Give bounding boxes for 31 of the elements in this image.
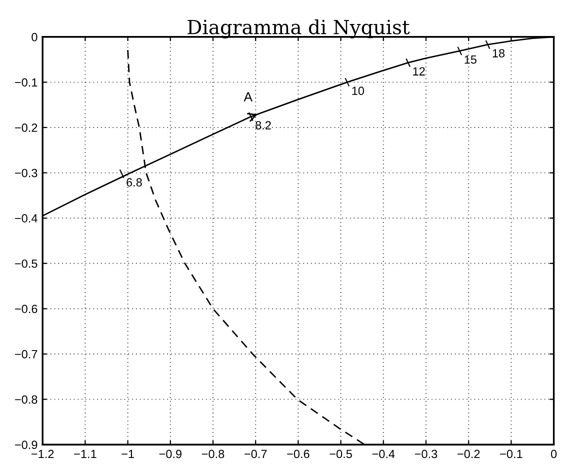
x-tick-label: −0.2 (458, 450, 480, 458)
annotation: 8.2 (256, 121, 271, 130)
x-tick-label: −1.2 (32, 450, 54, 458)
y-tick-label: −0.6 (15, 304, 38, 314)
x-tick-label: −1 (122, 450, 134, 458)
y-tick-label: −0.7 (15, 350, 38, 358)
y-tick-label: −0.3 (15, 168, 38, 178)
x-tick-label: −0.3 (414, 450, 438, 458)
y-tick-label: −0.1 (15, 78, 38, 87)
annotation: 10 (352, 86, 364, 96)
x-tick-label: −0.9 (159, 450, 182, 458)
chart-title: Diagramma di Nyquist (188, 19, 410, 38)
x-tick-label: −0.1 (500, 450, 522, 458)
annotation: 6.8 (126, 178, 142, 187)
x-tick-label: −0.4 (372, 450, 395, 458)
annotation: 12 (413, 67, 425, 76)
y-tick-label: −0.4 (15, 214, 38, 222)
annotation: A (244, 92, 253, 102)
x-tick-label: −1.1 (74, 450, 96, 458)
y-tick-label: −0.5 (15, 259, 38, 268)
y-tick-label: 0 (32, 32, 38, 42)
y-tick-label: −0.9 (15, 440, 38, 450)
x-tick-label: −0.5 (330, 450, 352, 458)
annotation: 15 (464, 56, 476, 64)
y-tick-label: −0.8 (15, 395, 38, 404)
x-tick-label: −0.6 (287, 450, 310, 458)
y-tick-label: −0.2 (15, 124, 38, 132)
x-tick-label: −0.7 (244, 450, 267, 458)
x-tick-label: 0 (550, 450, 557, 458)
annotation: 18 (492, 49, 505, 58)
x-tick-label: −0.8 (202, 450, 224, 458)
